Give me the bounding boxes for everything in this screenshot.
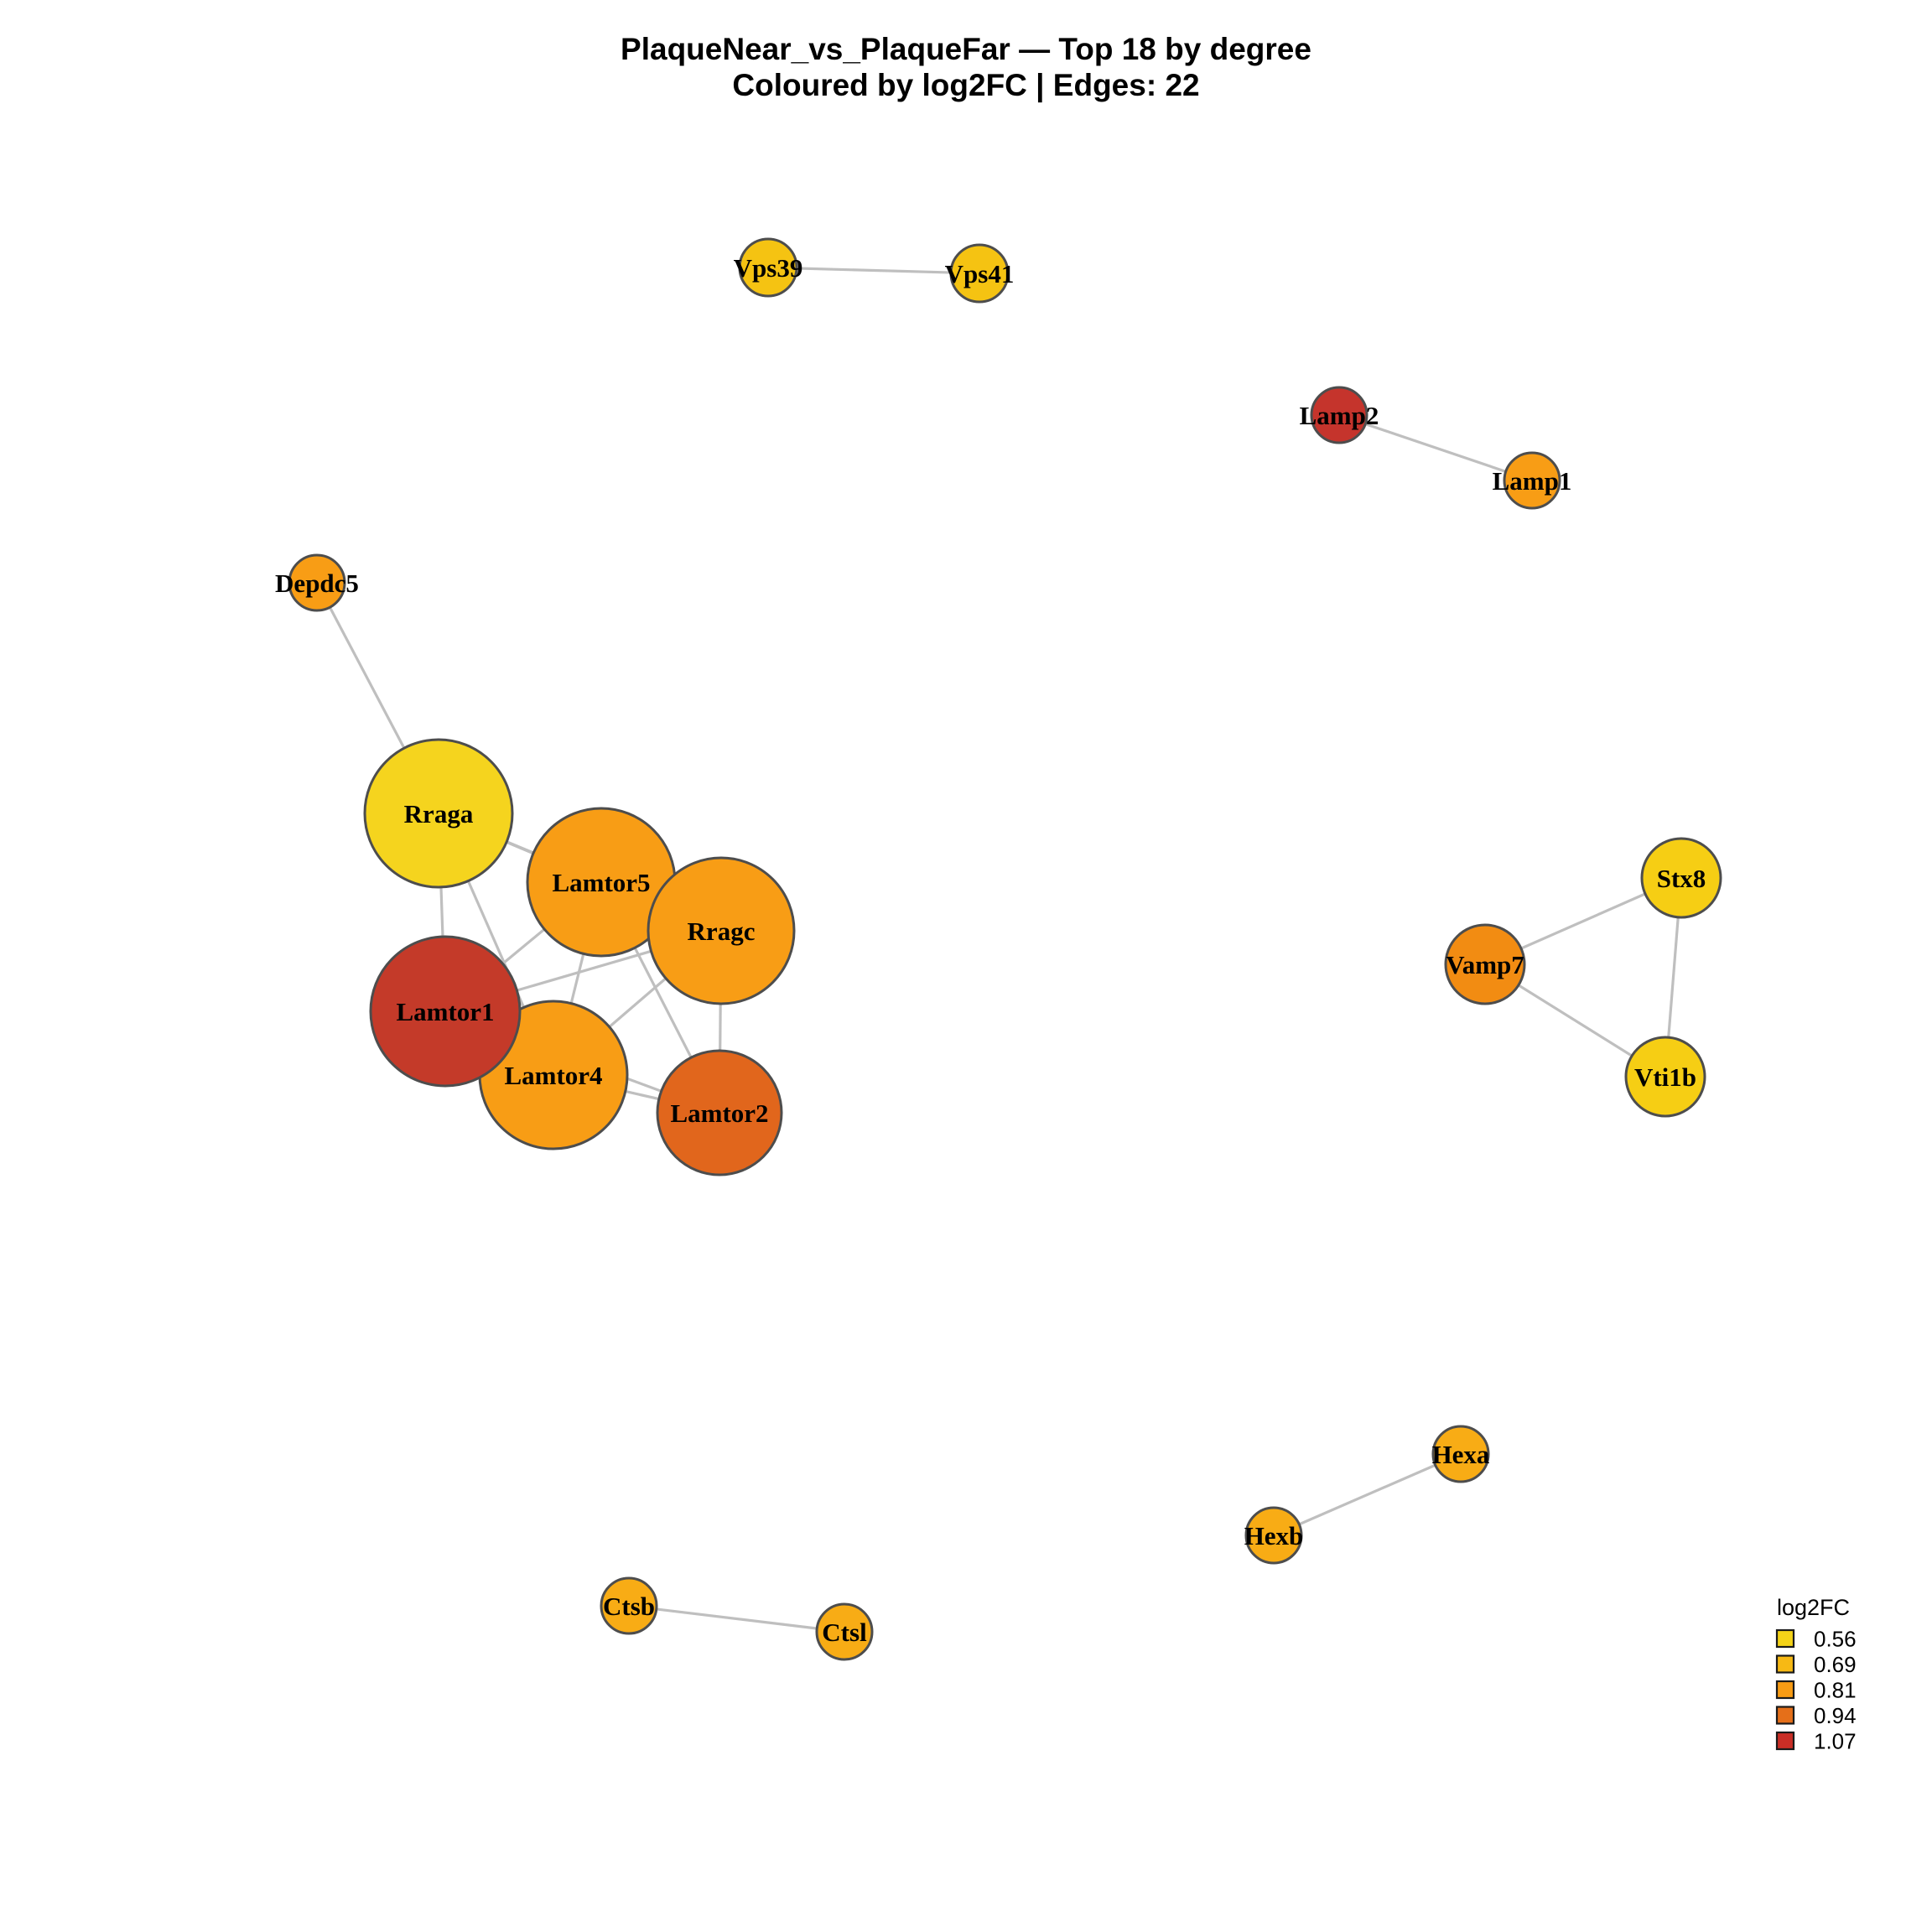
chart-title-line1: PlaqueNear_vs_PlaqueFar — Top 18 by degr… — [621, 32, 1311, 66]
legend-swatch-0.94 — [1775, 1706, 1795, 1725]
node-Lamp1 — [1503, 451, 1561, 510]
legend-swatch-1.07 — [1775, 1731, 1795, 1751]
chart-title-line2: Coloured by log2FC | Edges: 22 — [732, 68, 1199, 103]
node-label-Hexa: Hexa — [1432, 1440, 1490, 1469]
node-label-Lamp2: Lamp2 — [1300, 401, 1379, 430]
node-Depdc5 — [288, 553, 346, 612]
node-Ctsl — [815, 1602, 874, 1661]
node-label-Lamp1: Lamp1 — [1493, 466, 1572, 496]
node-Rragc — [647, 856, 796, 1005]
node-Lamtor2 — [656, 1049, 783, 1176]
legend-item-1.07: 1.07 — [1775, 1728, 1857, 1753]
chart-title: PlaqueNear_vs_PlaqueFar — Top 18 by degr… — [621, 32, 1311, 103]
node-label-Vps41: Vps41 — [945, 259, 1015, 288]
legend-label-0.94: 0.94 — [1814, 1703, 1857, 1728]
legend-swatch-0.69 — [1775, 1654, 1795, 1674]
legend-label-1.07: 1.07 — [1814, 1728, 1857, 1753]
node-label-Lamtor1: Lamtor1 — [396, 997, 494, 1026]
node-label-Lamtor5: Lamtor5 — [552, 868, 650, 897]
node-label-Stx8: Stx8 — [1657, 864, 1706, 893]
node-labels-layer: Vps39 Vps41 Lamp2 Lamp1 Depdc5 Rraga Lamtor5 Rr… — [275, 253, 1706, 1647]
node-Lamtor1 — [369, 935, 522, 1088]
node-Hexb — [1244, 1506, 1303, 1565]
legend-swatch-0.81 — [1775, 1680, 1795, 1700]
node-label-Ctsb: Ctsb — [603, 1592, 655, 1621]
legend-title: log2FC — [1777, 1595, 1850, 1620]
node-label-Lamtor4: Lamtor4 — [504, 1061, 602, 1090]
node-Rraga — [363, 738, 514, 889]
nodes-layer — [288, 237, 1722, 1661]
legend-label-0.81: 0.81 — [1814, 1677, 1857, 1702]
node-label-Ctsl: Ctsl — [822, 1618, 867, 1647]
edge-Hexa-Hexb — [1273, 1452, 1462, 1537]
node-label-Vti1b: Vti1b — [1634, 1062, 1696, 1092]
node-label-Lamtor2: Lamtor2 — [670, 1098, 768, 1128]
node-Vamp7 — [1444, 923, 1526, 1005]
legend-item-0.56: 0.56 — [1775, 1626, 1857, 1651]
node-label-Rragc: Rragc — [688, 917, 756, 946]
node-Ctsb — [600, 1576, 658, 1635]
node-Vti1b — [1624, 1036, 1706, 1118]
legend-label-0.56: 0.56 — [1814, 1626, 1857, 1651]
edge-Ctsb-Ctsl — [628, 1604, 845, 1633]
legend-swatch-0.56 — [1775, 1628, 1795, 1649]
legend-item-0.94: 0.94 — [1775, 1703, 1857, 1728]
legend-items: 0.560.690.810.941.07 — [1775, 1626, 1857, 1753]
node-label-Hexb: Hexb — [1244, 1521, 1304, 1550]
legend-label-0.69: 0.69 — [1814, 1652, 1857, 1677]
node-Vps41 — [949, 243, 1010, 304]
legend-item-0.69: 0.69 — [1775, 1652, 1857, 1677]
legend: log2FC 0.560.690.810.941.07 — [1775, 1595, 1857, 1753]
node-label-Vamp7: Vamp7 — [1446, 950, 1524, 979]
node-Vps39 — [738, 237, 798, 298]
node-Stx8 — [1640, 837, 1722, 919]
edge-Vps39-Vps41 — [767, 266, 980, 275]
node-label-Depdc5: Depdc5 — [275, 569, 359, 598]
edge-Lamp2-Lamp1 — [1338, 413, 1533, 482]
node-label-Vps39: Vps39 — [734, 253, 803, 283]
node-Hexa — [1431, 1425, 1490, 1483]
legend-item-0.81: 0.81 — [1775, 1677, 1857, 1702]
node-label-Rraga: Rraga — [404, 799, 474, 828]
node-Lamp2 — [1310, 386, 1368, 444]
